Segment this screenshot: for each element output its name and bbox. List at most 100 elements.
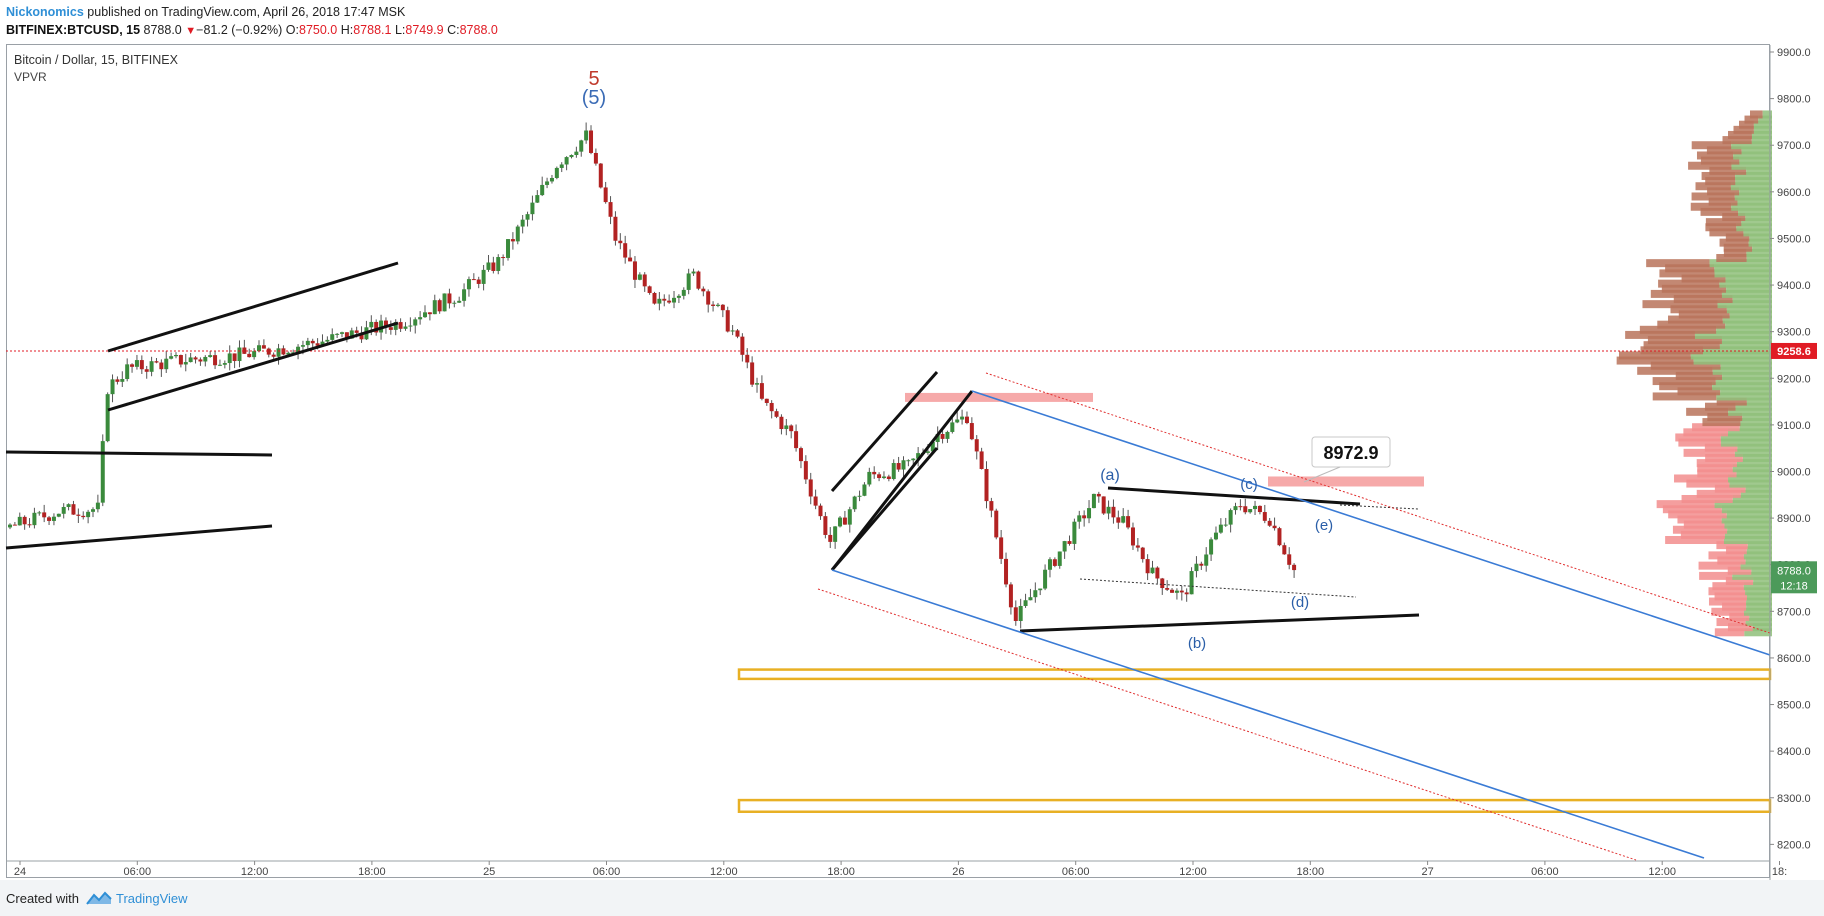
candle-body — [330, 334, 335, 340]
dotted-support-line — [1079, 578, 1357, 598]
x-tick-label: 18:00 — [358, 866, 386, 878]
candle-body — [12, 524, 17, 526]
candle-body — [408, 325, 413, 327]
chart-area[interactable] — [6, 44, 1770, 878]
volume-bar-sell — [1675, 371, 1723, 380]
candle-body — [1087, 508, 1092, 519]
volume-bar-buy — [1693, 356, 1772, 365]
candle-body — [798, 448, 803, 462]
candle-body — [1272, 525, 1277, 529]
candle-body — [237, 347, 242, 362]
candle-body — [1067, 541, 1072, 544]
candle-body — [945, 431, 950, 439]
volume-bar-buy — [1741, 146, 1772, 155]
publish-line: Nickonomics published on TradingView.com… — [6, 5, 405, 19]
volume-bar-buy — [1720, 387, 1772, 396]
legend-indicator: VPVR — [14, 70, 47, 84]
y-tick-label: 8500.0 — [1777, 700, 1811, 712]
volume-bar-sell — [1678, 438, 1721, 447]
volume-bar-sell — [1723, 248, 1747, 257]
candle-body — [647, 286, 652, 293]
candle-body — [154, 361, 159, 363]
volume-bar-buy — [1751, 136, 1772, 145]
candle-body — [769, 402, 774, 412]
tradingview-brand[interactable]: TradingView — [116, 891, 188, 906]
last-price: 8788.0 — [143, 23, 182, 37]
price-chart[interactable]: 5(5) (a) (b) (c) (d) (e) 8972.9 9900.0 9800.0 97… — [0, 0, 1824, 880]
volume-bar-sell — [1672, 525, 1728, 534]
volume-bar-buy — [1733, 151, 1772, 160]
candle-body — [574, 151, 579, 156]
volume-bar-sell — [1722, 602, 1747, 611]
volume-bar-sell — [1700, 156, 1740, 165]
drawings-layer: 5(5) (a) (b) (c) (d) (e) 8972.9 — [5, 68, 1771, 861]
candle-body — [208, 355, 213, 357]
volume-bar-sell — [1673, 295, 1733, 304]
volume-bar-buy — [1722, 315, 1772, 324]
volume-bar-buy — [1734, 192, 1772, 201]
candle-body — [916, 453, 921, 459]
volume-bar-buy — [1732, 295, 1772, 304]
volume-bar-buy — [1731, 202, 1772, 211]
candle-body — [794, 431, 799, 449]
author-link[interactable]: Nickonomics — [6, 5, 84, 19]
volume-bar-sell — [1659, 269, 1715, 278]
candle-body — [374, 321, 379, 333]
candle-body — [1228, 510, 1233, 525]
candle-body — [862, 484, 867, 496]
volume-bar-sell — [1665, 264, 1715, 273]
candle-body — [960, 416, 965, 420]
callout-pointer — [1303, 466, 1341, 483]
volume-bar-buy — [1743, 228, 1772, 237]
volume-bar-buy — [1719, 279, 1772, 288]
candle-body — [896, 463, 901, 470]
candle-body — [1282, 545, 1287, 555]
candle-body — [139, 360, 144, 370]
candle-body — [994, 510, 999, 538]
volume-bar-sell — [1716, 397, 1747, 406]
triangle-lower-line — [1019, 613, 1420, 633]
down-arrow-icon: ▼ — [185, 25, 197, 37]
volume-bar-buy — [1732, 464, 1772, 473]
candle-body — [22, 516, 27, 525]
y-tick-label: 9300.0 — [1777, 327, 1811, 339]
candle-body — [1160, 578, 1165, 589]
volume-bar-buy — [1753, 125, 1772, 134]
created-with-label: Created with — [6, 891, 79, 906]
y-tick-label: 9800.0 — [1777, 94, 1811, 106]
x-tick-label: 25 — [483, 866, 495, 878]
candle-body — [188, 357, 193, 363]
candle-body — [676, 295, 681, 298]
candle-body — [672, 297, 677, 303]
volume-bar-sell — [1691, 192, 1735, 201]
volume-bar-sell — [1709, 228, 1744, 237]
low-value: 8749.9 — [405, 23, 444, 37]
volume-bar-sell — [1646, 259, 1710, 268]
candle-body — [530, 202, 535, 215]
candle-body — [1013, 607, 1018, 621]
volume-bar-sell — [1728, 130, 1752, 139]
volume-bar-buy — [1746, 602, 1772, 611]
y-tick-label: 8600.0 — [1777, 653, 1811, 665]
volume-bar-sell — [1652, 392, 1717, 401]
candle-body — [222, 363, 227, 365]
impulse-line — [830, 390, 974, 571]
candle-body — [603, 187, 608, 203]
candle-body — [1267, 520, 1272, 526]
y-tick-label: 9100.0 — [1777, 420, 1811, 432]
wave-label: (d) — [1291, 594, 1309, 611]
volume-bar-sell — [1704, 402, 1736, 411]
candle-body — [315, 343, 320, 346]
candle-body — [271, 354, 276, 357]
volume-bar-sell — [1705, 177, 1736, 186]
volume-bar-buy — [1732, 571, 1772, 580]
candle-body — [457, 300, 462, 303]
candle-body — [257, 345, 262, 352]
channel-blue-lower — [831, 569, 1705, 859]
volume-bar-sell — [1716, 541, 1748, 550]
volume-bar-sell — [1733, 125, 1754, 134]
volume-bar-sell — [1725, 233, 1750, 242]
volume-bar-buy — [1746, 592, 1772, 601]
volume-bar-sell — [1662, 505, 1722, 514]
candle-body — [340, 332, 345, 334]
